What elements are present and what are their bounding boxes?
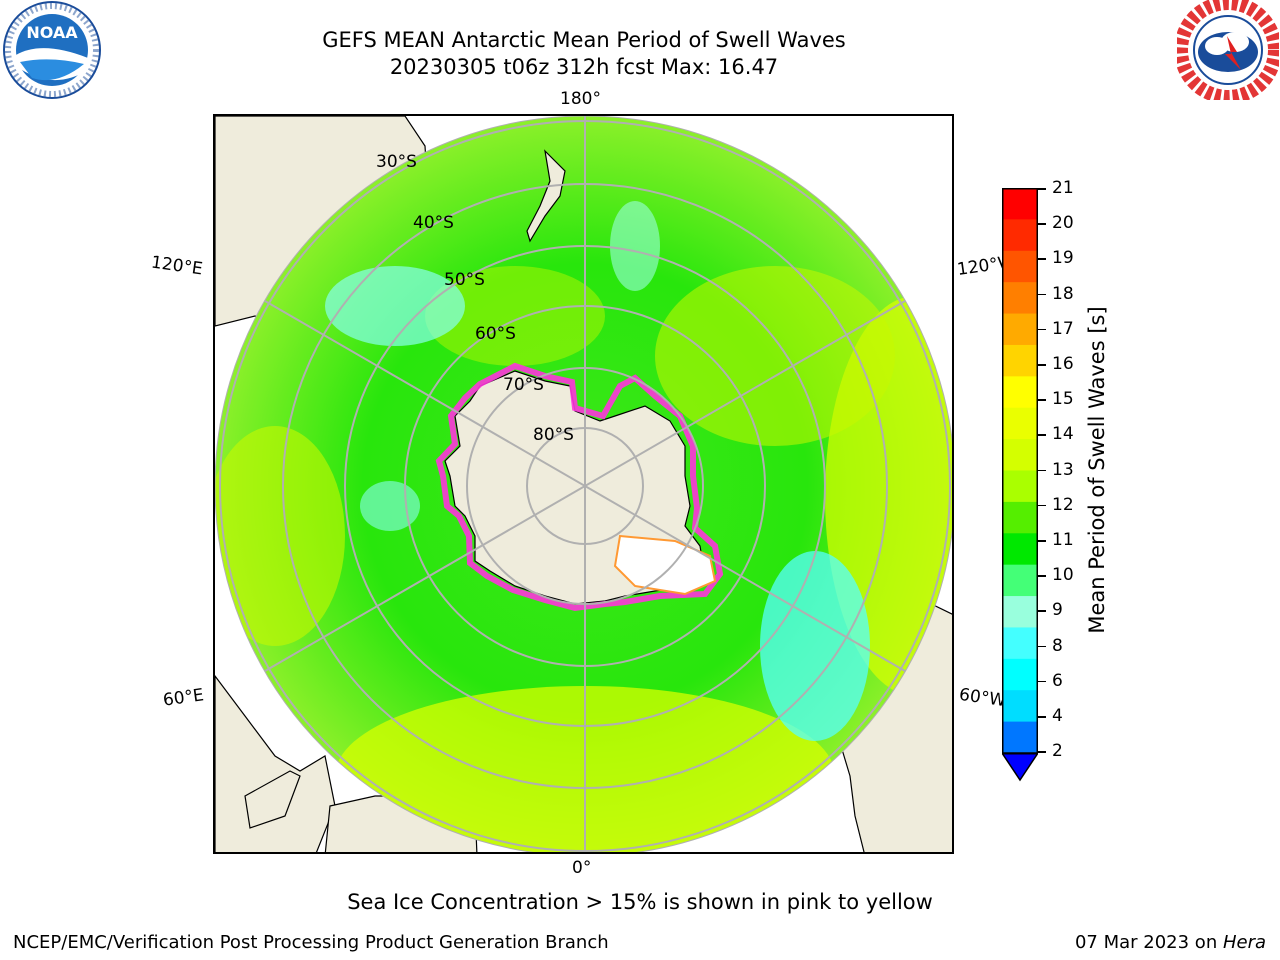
colorbar-tick-mark xyxy=(1038,469,1046,472)
colorbar-swatch xyxy=(1002,658,1038,691)
colorbar-tick-label: 4 xyxy=(1052,706,1063,726)
madagascar-landmass xyxy=(244,770,301,829)
colorbar-tick-label: 17 xyxy=(1052,318,1074,339)
lat-label-60s: 60°S xyxy=(475,324,516,344)
colorbar-tick-mark xyxy=(1038,645,1046,648)
chart-subtitle: 20230305 t06z 312h fcst Max: 16.47 xyxy=(389,55,779,79)
colorbar-tick-mark xyxy=(1038,364,1046,366)
colorbar-swatch xyxy=(1002,250,1038,283)
colorbar-tick-label: 6 xyxy=(1052,670,1063,691)
footer-host: Hera xyxy=(1222,932,1266,953)
colorbar-tick-mark xyxy=(1038,434,1046,436)
lat-label-80s: 80°S xyxy=(533,425,574,445)
colorbar-tick-mark xyxy=(1038,751,1046,753)
colorbar-tick-mark xyxy=(1038,399,1046,401)
footer-date-text: 07 Mar 2023 on xyxy=(1074,932,1223,953)
colorbar-tick-label: 16 xyxy=(1052,354,1074,374)
colorbar-tick-label: 11 xyxy=(1052,530,1074,550)
colorbar-swatch xyxy=(1002,690,1038,723)
colorbar-tick-mark xyxy=(1038,575,1046,577)
colorbar-swatch xyxy=(1002,627,1038,660)
colorbar-swatch xyxy=(1002,564,1038,597)
colorbar-frame xyxy=(1002,188,1038,755)
colorbar-tick-label: 12 xyxy=(1052,494,1074,515)
colorbar-swatch xyxy=(1002,282,1038,315)
footer-date: 07 Mar 2023 on Hera xyxy=(1075,932,1266,953)
colorbar-tick-mark xyxy=(1038,293,1046,296)
colorbar-tick-label: 10 xyxy=(1052,565,1074,586)
colorbar-tick-label: 13 xyxy=(1052,459,1074,480)
colorbar-extend-triangle xyxy=(1000,752,1040,782)
colorbar-tick-label: 2 xyxy=(1052,741,1063,762)
colorbar-swatch xyxy=(1002,407,1038,440)
colorbar-tick-mark xyxy=(1038,716,1046,718)
weddell-sea-ice xyxy=(613,534,717,596)
colorbar-swatch xyxy=(1002,188,1038,220)
colorbar-tick-mark xyxy=(1038,680,1046,683)
colorbar-tick-mark xyxy=(1038,504,1046,507)
colorbar-swatch xyxy=(1002,533,1038,566)
colorbar-tick-mark xyxy=(1038,610,1046,612)
lon-label-0: 0° xyxy=(572,858,592,878)
chart-title: GEFS MEAN Antarctic Mean Period of Swell… xyxy=(322,28,846,52)
new-zealand-landmass xyxy=(526,149,566,243)
lat-label-40s: 40°S xyxy=(413,213,454,233)
lat-label-70s: 70°S xyxy=(503,375,544,395)
colorbar-swatch xyxy=(1002,344,1038,377)
colorbar-tick-label: 9 xyxy=(1052,600,1063,621)
colorbar-swatch xyxy=(1002,721,1038,754)
africa-landmass xyxy=(215,675,336,852)
colorbar-tick-label: 15 xyxy=(1052,389,1074,410)
noaa-logo: NOAA xyxy=(2,0,102,100)
lon-label-120e: 120°E xyxy=(149,252,204,280)
colorbar-tick-mark xyxy=(1038,188,1046,190)
colorbar-swatch xyxy=(1002,376,1038,409)
nws-logo xyxy=(1174,0,1280,104)
lon-label-60e: 60°E xyxy=(161,685,206,711)
colorbar-tick-label: 14 xyxy=(1052,424,1074,445)
colorbar-swatch xyxy=(1002,439,1038,471)
colorbar xyxy=(1000,188,1040,783)
colorbar-swatch xyxy=(1002,501,1038,534)
colorbar-tick-label: 19 xyxy=(1052,248,1074,269)
colorbar-tick-mark xyxy=(1038,258,1046,260)
lat-label-50s: 50°S xyxy=(444,270,485,290)
colorbar-tick-mark xyxy=(1038,328,1046,331)
sea-ice-edge xyxy=(435,362,724,612)
colorbar-swatches xyxy=(1000,188,1040,782)
lat-label-30s: 30°S xyxy=(376,152,417,172)
noaa-logo-text: NOAA xyxy=(26,23,78,42)
polar-map xyxy=(215,116,952,852)
colorbar-tick-label: 18 xyxy=(1052,283,1074,304)
sea-ice-note: Sea Ice Concentration > 15% is shown in … xyxy=(347,890,933,914)
colorbar-label: Mean Period of Swell Waves [s] xyxy=(1085,306,1109,634)
colorbar-swatch xyxy=(1002,596,1038,628)
map-frame xyxy=(213,114,954,854)
lon-label-60w: 60°W xyxy=(957,684,1008,712)
graticule xyxy=(219,116,951,852)
colorbar-swatch xyxy=(1002,470,1038,503)
colorbar-swatch xyxy=(1002,313,1038,346)
colorbar-swatch xyxy=(1002,219,1038,252)
colorbar-tick-mark xyxy=(1038,540,1046,542)
lon-label-180: 180° xyxy=(560,89,601,109)
footer-credit: NCEP/EMC/Verification Post Processing Pr… xyxy=(13,932,609,953)
colorbar-tick-label: 20 xyxy=(1052,213,1074,234)
colorbar-tick-mark xyxy=(1038,223,1046,225)
colorbar-tick-label: 8 xyxy=(1052,635,1063,656)
colorbar-tick-label: 21 xyxy=(1052,178,1074,198)
